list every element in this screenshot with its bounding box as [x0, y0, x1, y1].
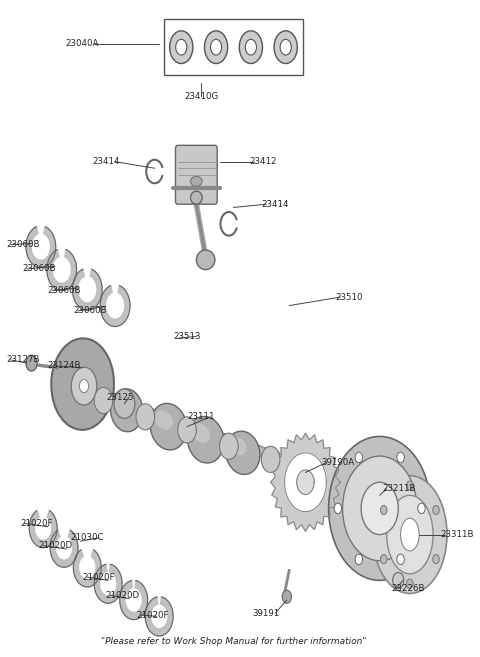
- Text: 23060B: 23060B: [73, 306, 107, 315]
- Circle shape: [280, 39, 291, 55]
- Circle shape: [355, 452, 362, 463]
- Ellipse shape: [196, 250, 215, 269]
- Ellipse shape: [401, 518, 419, 551]
- Circle shape: [274, 31, 297, 64]
- Ellipse shape: [94, 388, 113, 413]
- Text: 23111: 23111: [187, 413, 215, 421]
- Polygon shape: [26, 227, 56, 267]
- Text: 23414: 23414: [92, 157, 120, 166]
- Polygon shape: [145, 597, 173, 636]
- Ellipse shape: [187, 417, 224, 463]
- Text: 21020F: 21020F: [20, 519, 52, 528]
- Circle shape: [211, 39, 222, 55]
- Text: 23060B: 23060B: [48, 286, 81, 295]
- Polygon shape: [100, 286, 130, 327]
- Ellipse shape: [361, 482, 398, 535]
- Ellipse shape: [155, 411, 173, 430]
- Circle shape: [407, 481, 413, 490]
- Circle shape: [381, 505, 387, 514]
- Circle shape: [397, 452, 404, 463]
- Ellipse shape: [71, 367, 97, 405]
- Ellipse shape: [343, 456, 417, 560]
- Circle shape: [418, 503, 425, 514]
- Ellipse shape: [114, 389, 135, 419]
- Text: 21030C: 21030C: [70, 533, 104, 542]
- Ellipse shape: [219, 433, 238, 459]
- Circle shape: [355, 554, 362, 564]
- Text: 23410G: 23410G: [184, 92, 218, 101]
- Polygon shape: [50, 530, 78, 567]
- Polygon shape: [73, 550, 101, 587]
- Ellipse shape: [191, 176, 202, 186]
- Text: 21020D: 21020D: [106, 591, 140, 600]
- Circle shape: [245, 39, 256, 55]
- Ellipse shape: [329, 436, 431, 580]
- Circle shape: [26, 355, 37, 371]
- Polygon shape: [94, 564, 122, 603]
- Text: 23040A: 23040A: [65, 39, 99, 49]
- Text: 23060B: 23060B: [22, 265, 56, 273]
- Circle shape: [204, 31, 228, 64]
- Ellipse shape: [261, 446, 280, 472]
- Circle shape: [397, 554, 404, 564]
- Ellipse shape: [192, 424, 210, 443]
- Text: 23124B: 23124B: [48, 361, 81, 371]
- Polygon shape: [285, 453, 326, 512]
- Polygon shape: [271, 433, 340, 532]
- Ellipse shape: [373, 476, 447, 593]
- Ellipse shape: [51, 338, 114, 430]
- Text: 23414: 23414: [261, 200, 289, 209]
- Text: 39190A: 39190A: [322, 458, 355, 467]
- Text: 21020F: 21020F: [136, 610, 168, 620]
- FancyBboxPatch shape: [176, 145, 217, 204]
- Text: 23510: 23510: [336, 292, 363, 302]
- Circle shape: [381, 555, 387, 564]
- Text: 23125: 23125: [106, 393, 134, 401]
- Circle shape: [176, 39, 187, 55]
- Circle shape: [393, 572, 404, 588]
- Text: 23513: 23513: [173, 332, 201, 341]
- Ellipse shape: [110, 389, 143, 432]
- Ellipse shape: [136, 404, 155, 430]
- Circle shape: [433, 505, 439, 514]
- Ellipse shape: [79, 380, 89, 393]
- Text: "Please refer to Work Shop Manual for further information": "Please refer to Work Shop Manual for fu…: [101, 637, 366, 646]
- Circle shape: [334, 503, 342, 514]
- Text: 39191: 39191: [252, 608, 280, 618]
- Text: 23311B: 23311B: [440, 530, 474, 539]
- Polygon shape: [29, 510, 57, 548]
- Text: 23127B: 23127B: [6, 355, 39, 365]
- Polygon shape: [47, 250, 77, 290]
- Text: 23226B: 23226B: [391, 584, 425, 593]
- Ellipse shape: [230, 438, 247, 455]
- Circle shape: [169, 31, 193, 64]
- Ellipse shape: [226, 431, 260, 474]
- Polygon shape: [120, 581, 147, 620]
- Circle shape: [407, 579, 413, 588]
- Ellipse shape: [150, 403, 187, 450]
- Text: 23412: 23412: [250, 157, 277, 166]
- Polygon shape: [72, 269, 102, 310]
- Circle shape: [282, 590, 291, 603]
- Text: 23211B: 23211B: [382, 484, 416, 493]
- Text: 21020D: 21020D: [38, 541, 72, 550]
- Ellipse shape: [191, 191, 202, 204]
- Polygon shape: [297, 470, 314, 495]
- Text: 23060B: 23060B: [6, 240, 39, 249]
- Bar: [164, 19, 303, 75]
- Ellipse shape: [387, 495, 433, 574]
- Text: 21020F: 21020F: [83, 573, 115, 581]
- Ellipse shape: [114, 395, 130, 413]
- Ellipse shape: [178, 417, 196, 443]
- Circle shape: [433, 555, 439, 564]
- Circle shape: [240, 31, 263, 64]
